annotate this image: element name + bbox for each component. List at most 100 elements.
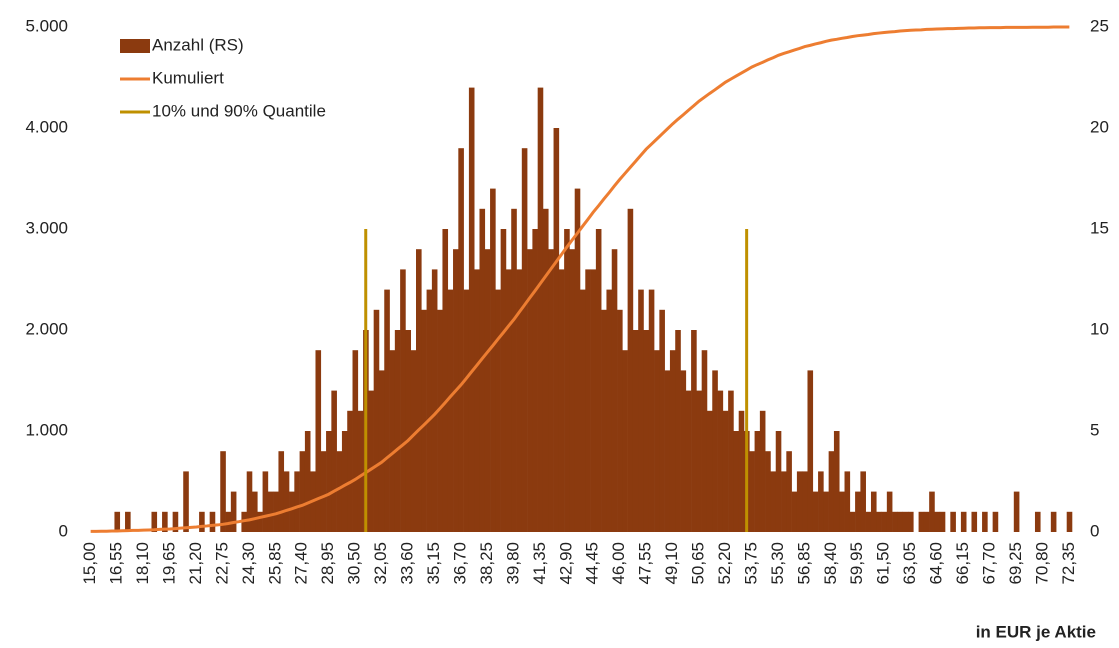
x-tick-label: 67,70 <box>979 542 998 585</box>
legend-label: 10% und 90% Quantile <box>152 101 326 120</box>
bar <box>183 471 189 532</box>
bar <box>855 491 861 532</box>
x-tick-label: 25,85 <box>265 542 284 585</box>
bar <box>632 330 639 532</box>
bar <box>463 289 470 532</box>
bar <box>833 431 840 532</box>
bar <box>802 471 808 532</box>
bar <box>759 410 766 532</box>
x-tick-label: 52,20 <box>715 542 734 585</box>
bar <box>791 491 798 532</box>
x-tick-label: 21,20 <box>186 542 205 585</box>
bar <box>151 511 158 532</box>
bar <box>320 451 327 532</box>
bar <box>669 350 676 532</box>
bar <box>590 269 597 532</box>
x-tick-label: 24,30 <box>239 542 258 585</box>
bar <box>315 350 322 532</box>
x-tick-label: 58,40 <box>821 542 840 585</box>
x-tick-label: 69,25 <box>1006 542 1025 585</box>
bar <box>373 309 380 532</box>
bar <box>416 249 422 532</box>
legend-swatch <box>120 39 150 53</box>
bar <box>273 491 279 532</box>
bar <box>860 471 866 532</box>
bar <box>1066 511 1073 532</box>
legend-label: Kumuliert <box>152 68 224 87</box>
bar <box>368 390 374 532</box>
x-tick-label: 46,00 <box>609 542 628 585</box>
bar <box>468 87 475 532</box>
bar <box>304 431 311 532</box>
x-tick-label: 39,80 <box>503 542 522 585</box>
bar <box>929 491 935 532</box>
bar <box>828 451 835 532</box>
bar <box>939 511 946 532</box>
bar <box>971 511 978 532</box>
x-tick-label: 35,15 <box>424 542 443 585</box>
bar <box>728 390 734 532</box>
x-tick-label: 56,85 <box>794 542 813 585</box>
bar <box>786 451 792 532</box>
x-tick-label: 63,05 <box>900 542 919 585</box>
bar <box>426 289 433 532</box>
bar <box>252 491 258 532</box>
x-tick-label: 30,50 <box>345 542 364 585</box>
bar <box>960 511 967 532</box>
x-tick-label: 38,25 <box>477 542 496 585</box>
bar <box>500 229 507 532</box>
bar <box>934 511 941 532</box>
y2-tick-label: 25 <box>1090 16 1109 35</box>
bar <box>199 511 205 532</box>
x-tick-label: 36,70 <box>450 542 469 585</box>
bar <box>569 249 576 532</box>
x-tick-label: 64,60 <box>927 542 946 585</box>
bar <box>664 370 671 532</box>
x-tick-label: 15,00 <box>80 542 99 585</box>
bar <box>738 410 745 532</box>
x-tick-label: 18,10 <box>133 542 152 585</box>
bar <box>717 390 724 532</box>
x-tick-label: 33,60 <box>398 542 417 585</box>
bar <box>521 148 528 532</box>
bar <box>675 330 681 532</box>
bar <box>410 350 417 532</box>
bar <box>299 451 306 532</box>
bar <box>262 471 269 532</box>
bar <box>283 471 290 532</box>
bar <box>230 491 237 532</box>
bar <box>479 208 486 533</box>
x-tick-label: 27,40 <box>292 542 311 585</box>
bar <box>336 451 343 532</box>
x-tick-label: 22,75 <box>212 542 231 585</box>
bar <box>886 491 893 532</box>
y-tick-label: 5.000 <box>25 16 68 35</box>
bar <box>902 511 909 532</box>
bar <box>352 350 359 532</box>
x-tick-label: 70,80 <box>1032 542 1051 585</box>
bar <box>558 269 565 532</box>
x-tick-label: 66,15 <box>953 542 972 585</box>
x-tick-label: 53,75 <box>741 542 760 585</box>
x-tick-label: 41,35 <box>530 542 549 585</box>
cumulative-line <box>90 25 1070 533</box>
bar <box>405 330 412 532</box>
bar <box>865 511 872 532</box>
bar <box>770 471 777 532</box>
bar <box>474 269 480 532</box>
bar <box>627 208 634 533</box>
y-tick-label: 0 <box>59 521 68 540</box>
bar <box>992 511 999 532</box>
bar <box>781 471 787 532</box>
y-tick-label: 3.000 <box>25 218 68 237</box>
bar <box>125 511 131 532</box>
bar <box>1050 511 1057 532</box>
bar <box>876 511 882 532</box>
bar <box>643 330 650 532</box>
bar <box>209 511 216 532</box>
bar <box>923 511 930 532</box>
bar <box>347 410 353 532</box>
bar <box>542 208 549 533</box>
bar <box>400 269 406 532</box>
bar <box>611 249 618 532</box>
